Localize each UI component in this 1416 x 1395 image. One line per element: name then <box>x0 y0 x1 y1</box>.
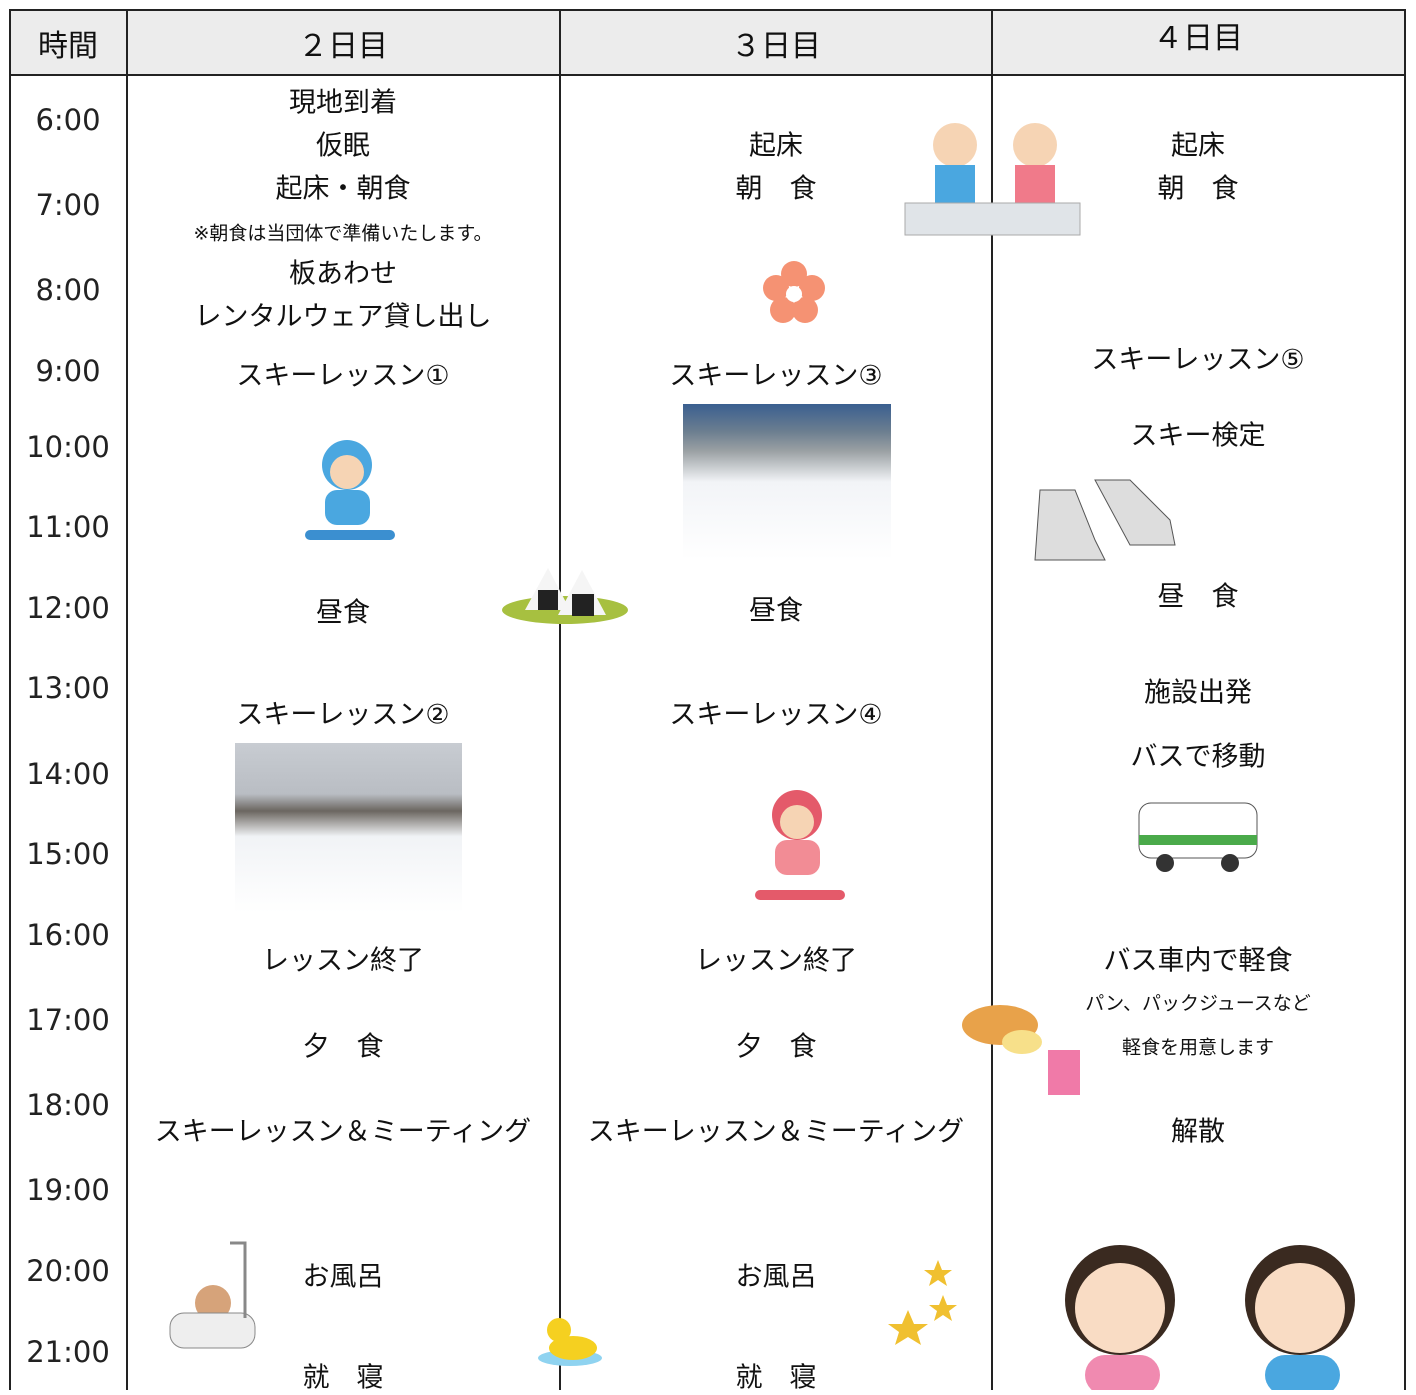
schedule-item: レッスン終了 <box>262 945 424 977</box>
schedule-item: 現地到着 <box>289 87 397 119</box>
schedule-item: スキーレッスン④ <box>669 699 883 731</box>
time-label: 7:00 <box>35 188 101 222</box>
schedule-item: 板あわせ <box>289 258 397 290</box>
schedule-item: 施設出発 <box>1144 677 1252 709</box>
bath-icon <box>169 1241 256 1349</box>
time-label: 14:00 <box>26 757 110 791</box>
time-label: 15:00 <box>26 837 110 871</box>
flower-icon <box>763 261 825 323</box>
schedule-item: スキーレッスン① <box>236 360 450 392</box>
stars-icon <box>888 1260 957 1345</box>
schedule-item: 起床 <box>749 130 803 162</box>
schedule-item: ※朝食は当団体で準備いたします。 <box>193 222 493 245</box>
schedule-item: 夕 食 <box>302 1031 384 1063</box>
schedule-item: レッスン終了 <box>695 945 857 977</box>
schedule-item: スキーレッスン② <box>236 699 450 731</box>
time-label: 9:00 <box>35 354 101 388</box>
rule <box>10 9 1406 11</box>
rule <box>559 9 561 1390</box>
skier-icon <box>755 790 845 900</box>
bus-icon <box>1138 802 1258 872</box>
photo <box>235 743 462 913</box>
schedule-item: 朝 食 <box>735 173 817 205</box>
schedule-item: スキーレッスン＆ミーティング <box>587 1116 965 1148</box>
time-label: 21:00 <box>26 1335 110 1369</box>
schedule-item: 夕 食 <box>735 1031 817 1063</box>
rule <box>991 9 993 1390</box>
column-header: ３日目 <box>731 29 821 64</box>
schedule-item: 解散 <box>1171 1116 1225 1148</box>
photo <box>683 404 891 560</box>
time-label: 11:00 <box>26 510 110 544</box>
schedule-item: バス車内で軽食 <box>1103 945 1293 977</box>
schedule-item: 軽食を用意します <box>1121 1036 1275 1059</box>
schedule-item: 就 寝 <box>735 1362 817 1394</box>
schedule-item: 朝 食 <box>1157 173 1239 205</box>
bread-icon <box>962 1005 1080 1095</box>
onigiri-icon <box>502 568 628 624</box>
column-header: ４日目 <box>1153 21 1243 56</box>
schedule-item: 就 寝 <box>302 1362 384 1394</box>
schedule-item: スキーレッスン＆ミーティング <box>154 1116 532 1148</box>
schedule-item: 昼食 <box>316 597 370 629</box>
schedule-item: 仮眠 <box>316 130 370 162</box>
column-header: ２日目 <box>298 29 388 64</box>
rule <box>9 9 11 1390</box>
time-label: 10:00 <box>26 430 110 464</box>
schedule-item: 起床・朝食 <box>275 173 411 205</box>
schedule-item: スキーレッスン⑤ <box>1091 344 1305 376</box>
time-label: 19:00 <box>26 1173 110 1207</box>
column-header: 時間 <box>38 29 98 64</box>
time-label: 16:00 <box>26 918 110 952</box>
time-label: 8:00 <box>35 273 101 307</box>
time-label: 13:00 <box>26 671 110 705</box>
schedule-item: バスで移動 <box>1130 741 1266 773</box>
time-label: 18:00 <box>26 1088 110 1122</box>
schedule-item: 昼食 <box>749 595 803 627</box>
duck-icon <box>538 1318 602 1366</box>
schedule-item: 昼 食 <box>1157 581 1239 613</box>
breakfast-icon <box>904 123 1081 236</box>
schedule-item: お風呂 <box>735 1261 817 1293</box>
schedule-item: お風呂 <box>302 1261 384 1293</box>
schedule-item: スキー検定 <box>1130 420 1266 452</box>
schedule-item: レンタルウェア貸し出し <box>194 301 492 333</box>
rule <box>10 74 1406 76</box>
time-label: 20:00 <box>26 1254 110 1288</box>
schedule-item: 起床 <box>1171 130 1225 162</box>
rule <box>126 9 128 1390</box>
time-label: 12:00 <box>26 591 110 625</box>
header-bg <box>10 10 1405 75</box>
schedule-item: スキーレッスン③ <box>669 360 883 392</box>
skier-icon <box>305 440 395 540</box>
schedule-item: パン、パックジュースなど <box>1085 992 1311 1015</box>
rule <box>1404 9 1406 1390</box>
boots-icon <box>1034 479 1176 561</box>
time-label: 6:00 <box>35 103 101 137</box>
time-label: 17:00 <box>26 1003 110 1037</box>
kids-icon <box>1065 1245 1355 1390</box>
